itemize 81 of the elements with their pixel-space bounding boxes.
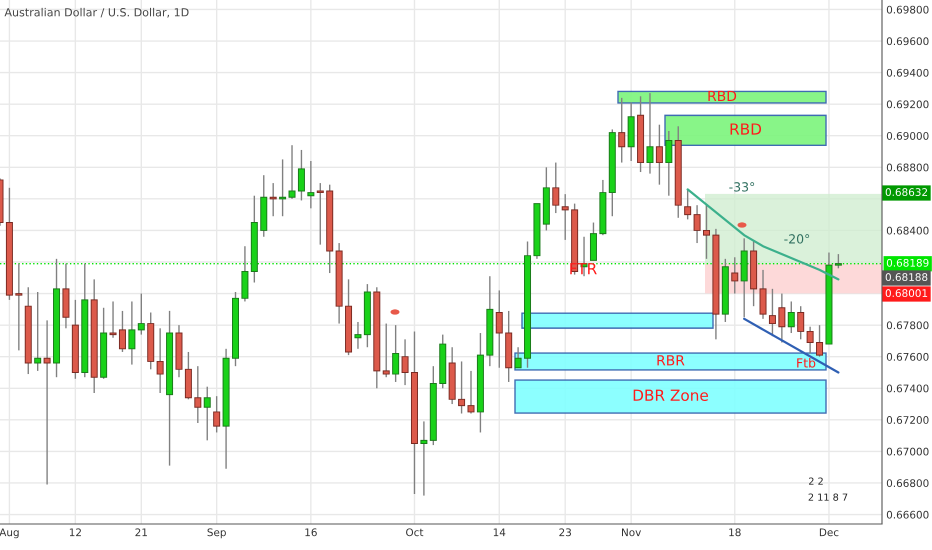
x-tick-label: Dec	[820, 528, 838, 536]
y-tick-label: 0.67800	[886, 321, 929, 330]
text: 0.68188	[886, 273, 928, 282]
candlestick	[816, 324, 824, 358]
y-tick-label: 0.69800	[886, 6, 929, 14]
candlestick	[279, 158, 286, 217]
text: 0.68632	[886, 188, 928, 196]
candlestick	[382, 322, 390, 378]
y-tick-label: 0.69600	[886, 37, 929, 46]
candlestick	[118, 310, 126, 353]
annotation: Ftb	[797, 358, 816, 368]
x-tick-label: 16	[305, 528, 317, 536]
candlestick	[402, 338, 409, 386]
annotation: 2 2	[808, 477, 823, 485]
y-tick-label: 0.67600	[886, 352, 929, 361]
x-tick-label: Oct	[406, 528, 424, 536]
candlestick	[392, 324, 400, 383]
x-tick-label: 21	[135, 528, 147, 536]
candlestick	[806, 326, 814, 354]
candlestick	[34, 291, 42, 372]
text: Australian Dollar / U.S. Dollar, 1D	[4, 8, 189, 18]
ref-line-label: 0.68189	[886, 258, 929, 267]
candlestick	[354, 321, 362, 350]
y-tick-label: 0.66800	[886, 479, 929, 488]
candlestick	[458, 360, 466, 414]
band-label: RBD	[708, 90, 736, 101]
candlestick	[731, 256, 738, 294]
candlestick	[270, 182, 277, 217]
x-tick-label: 23	[559, 528, 571, 536]
candlestick	[694, 204, 701, 244]
candlestick	[834, 253, 842, 270]
candlestick	[646, 92, 654, 174]
candlestick	[468, 370, 474, 414]
y-tick-label: 0.69200	[886, 100, 929, 108]
candlestick	[788, 300, 795, 334]
candlestick	[514, 346, 522, 368]
candlestick	[562, 193, 569, 241]
x-tick-label: Nov	[622, 528, 641, 536]
candlestick	[44, 320, 51, 486]
text: 0.68001	[886, 289, 928, 298]
candlestick	[204, 386, 211, 442]
candlestick	[420, 420, 428, 496]
y-tick-label: 0.69000	[886, 132, 929, 140]
y-tick-label: 0.67400	[886, 384, 929, 392]
candlestick	[138, 292, 145, 336]
band-label: RBD	[730, 123, 762, 135]
x-tick-label: 18	[729, 528, 741, 536]
candlestick	[213, 395, 220, 434]
candlestick	[768, 288, 776, 337]
candlestick	[288, 144, 296, 200]
candlestick	[684, 188, 692, 220]
y-tick-label: 0.68400	[886, 226, 929, 235]
candlestick	[194, 365, 202, 424]
x-tick-label: 12	[70, 528, 81, 536]
annotation: 2 11 8 7	[808, 493, 848, 501]
candlestick	[307, 160, 314, 210]
candlestick	[797, 306, 804, 340]
candlestick	[496, 290, 503, 368]
y-tick-label: 0.69400	[886, 68, 929, 77]
annotation: -20°	[784, 234, 810, 244]
y-tick-label: 0.66600	[886, 510, 929, 519]
candlestick	[618, 97, 626, 164]
candlestick	[656, 124, 663, 186]
x-tick-label: 14	[494, 528, 506, 536]
band-label: DBR Zone	[634, 390, 708, 401]
band-label: RBR	[657, 355, 685, 366]
y-tick-label: 0.67200	[886, 416, 929, 424]
candlestick	[552, 162, 560, 214]
candlestick	[703, 204, 710, 260]
candlestick	[778, 292, 786, 344]
annotation: -33°	[729, 182, 754, 192]
y-tick-label: 0.67000	[886, 448, 929, 456]
candlestick	[110, 300, 117, 338]
candlestick	[156, 328, 164, 394]
y-tick-label: 0.68800	[886, 164, 929, 172]
candlestick	[128, 300, 136, 366]
candlestick	[665, 130, 672, 196]
candlestick	[15, 262, 22, 352]
candlestick	[298, 149, 305, 202]
x-tick-label: Sep	[208, 528, 226, 538]
candlestick	[316, 182, 324, 246]
